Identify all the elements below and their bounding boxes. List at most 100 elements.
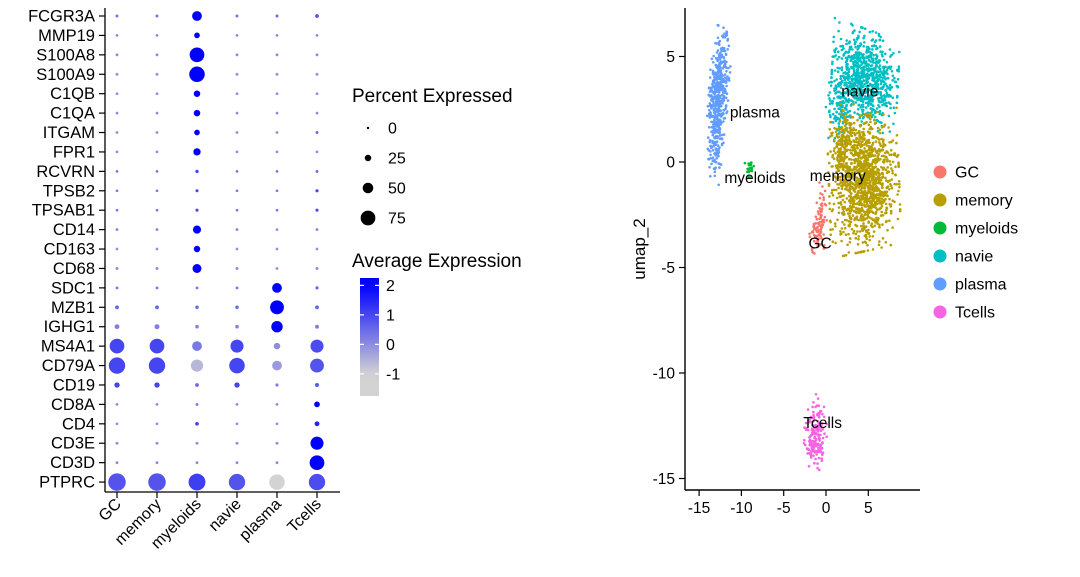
expression-dot — [315, 14, 319, 18]
gene-label: CD68 — [53, 260, 95, 278]
expression-dot — [115, 267, 119, 270]
expression-dot — [155, 72, 159, 76]
expression-dot — [149, 338, 165, 354]
expression-dot — [115, 247, 119, 251]
expression-dot — [235, 189, 239, 193]
legend-swatch-myeloids — [933, 221, 947, 235]
expression-dot — [195, 324, 199, 329]
expression-dot — [115, 92, 119, 96]
avg-legend-tick: -1 — [386, 366, 400, 383]
expression-dot — [235, 72, 239, 76]
legend-item-label: memory — [955, 193, 1013, 210]
expression-dot — [155, 150, 159, 154]
umap-y-tick-label: 0 — [666, 155, 675, 172]
expression-dot — [308, 473, 326, 491]
expression-dot — [115, 170, 119, 173]
legend-item-label: myeloids — [955, 221, 1018, 238]
expression-dot — [235, 14, 239, 18]
expression-dot — [194, 129, 200, 136]
gene-label: S100A9 — [36, 66, 95, 84]
expression-dot — [275, 247, 279, 251]
expression-dot — [155, 441, 159, 445]
legend-swatch-memory — [933, 193, 947, 207]
expression-dot — [275, 34, 279, 37]
expression-dot — [272, 360, 282, 371]
expression-dot — [155, 131, 159, 134]
expression-dot — [271, 320, 283, 333]
celltype-label: plasma — [236, 496, 285, 545]
expression-dot — [275, 403, 279, 406]
gene-label: MZB1 — [51, 299, 95, 317]
umap-x-tick-label: -10 — [730, 500, 753, 517]
expression-dot — [235, 324, 239, 329]
expression-dot — [155, 189, 159, 193]
gene-label: CD3E — [51, 435, 95, 453]
expression-dot — [148, 357, 166, 374]
umap-x-tick-label: 5 — [864, 500, 873, 517]
expression-dot — [155, 228, 159, 232]
expression-dot — [310, 358, 324, 373]
gene-label: TPSB2 — [43, 182, 95, 200]
expression-dot — [275, 422, 279, 426]
expression-dot — [188, 473, 206, 491]
percent-legend-title: Percent Expressed — [352, 86, 513, 107]
expression-dot — [275, 461, 279, 465]
cluster-myeloids — [743, 161, 755, 180]
expression-dot — [230, 339, 244, 353]
expression-dot — [155, 461, 159, 465]
expression-dot — [115, 305, 119, 310]
expression-dot — [193, 245, 201, 253]
expression-dot — [155, 92, 159, 96]
cluster-label: myeloids — [724, 170, 785, 187]
expression-dot — [155, 403, 159, 406]
umap-legend: GC memory myeloids navie plasma Tcells — [933, 165, 1018, 322]
expression-dot — [275, 441, 279, 445]
expression-dot — [235, 441, 239, 445]
expression-dot — [195, 286, 199, 290]
avg-legend-tick: 0 — [386, 337, 395, 354]
legend-item-label: navie — [955, 249, 993, 266]
gene-label: C1QB — [50, 85, 95, 103]
expression-dot — [109, 338, 125, 354]
legend-swatch-GC — [933, 165, 947, 179]
expression-dot — [155, 14, 159, 18]
umap-x-tick-label: -15 — [688, 500, 710, 517]
expression-dot — [235, 150, 239, 154]
size-legend-value: 0 — [388, 121, 397, 138]
expression-dot — [315, 228, 319, 232]
expression-dot — [275, 111, 279, 115]
expression-dot — [155, 422, 159, 426]
gene-label: PTPRC — [39, 474, 95, 492]
legend-swatch-Tcells — [933, 305, 947, 319]
expression-dot — [235, 305, 239, 310]
expression-dot — [155, 286, 159, 290]
expression-dot — [189, 66, 205, 83]
expression-dot — [115, 189, 119, 193]
expression-dot — [115, 14, 119, 18]
gene-label: TPSAB1 — [32, 202, 95, 220]
expression-dot — [155, 247, 159, 251]
expression-dot — [310, 436, 324, 450]
umap-points — [705, 16, 902, 472]
avg-legend-tick: 2 — [386, 278, 395, 295]
expression-dot — [275, 189, 279, 193]
expression-dot — [275, 72, 279, 76]
expression-dot — [195, 383, 199, 387]
cluster-GC — [808, 181, 828, 255]
expression-dot — [275, 267, 279, 270]
expression-dot — [115, 286, 119, 290]
cluster-plasma — [705, 23, 732, 187]
expression-dot — [155, 34, 159, 37]
gene-label: MS4A1 — [41, 338, 95, 356]
legend-item-label: plasma — [955, 277, 1007, 294]
expression-dot — [235, 53, 239, 57]
expression-dot — [275, 53, 279, 57]
cluster-label: navie — [841, 84, 878, 101]
gene-label: C1QA — [50, 105, 95, 123]
dotplot-points — [108, 11, 326, 491]
umap-x-tick-label: -5 — [777, 500, 791, 517]
expression-dot — [314, 401, 320, 408]
size-legend-value: 25 — [388, 151, 406, 168]
avg-expression-legend: Average Expression 2 1 0 -1 — [352, 251, 522, 396]
